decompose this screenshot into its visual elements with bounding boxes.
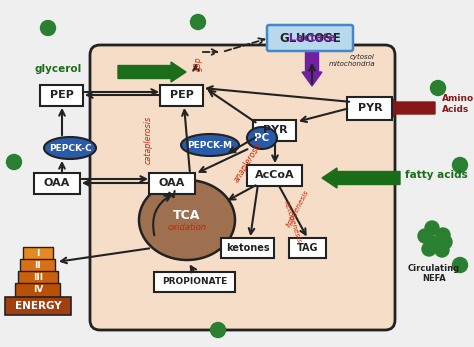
Text: mitochondria: mitochondria (328, 61, 375, 67)
FancyBboxPatch shape (40, 85, 83, 105)
FancyBboxPatch shape (34, 172, 80, 194)
Text: AcCoA: AcCoA (255, 170, 295, 180)
Text: glycerol: glycerol (35, 64, 82, 74)
FancyBboxPatch shape (5, 297, 71, 315)
Text: PYR: PYR (358, 103, 383, 113)
Circle shape (422, 242, 436, 256)
Text: Amino
Acids: Amino Acids (442, 94, 474, 114)
Text: PROPIONATE: PROPIONATE (163, 278, 228, 287)
Text: cataplerosis: cataplerosis (144, 116, 153, 164)
Circle shape (453, 257, 467, 272)
Text: lipogenesis: lipogenesis (286, 188, 310, 228)
Text: ketogenesis: ketogenesis (283, 200, 302, 244)
Text: oxidation: oxidation (167, 222, 207, 231)
FancyBboxPatch shape (254, 119, 297, 141)
FancyBboxPatch shape (90, 45, 395, 330)
FancyBboxPatch shape (221, 238, 274, 258)
FancyBboxPatch shape (20, 259, 55, 273)
Circle shape (191, 15, 206, 29)
Text: Circulating
NEFA: Circulating NEFA (408, 264, 460, 283)
Circle shape (436, 228, 450, 242)
FancyBboxPatch shape (16, 283, 61, 297)
Ellipse shape (139, 180, 235, 260)
Text: II: II (35, 262, 41, 271)
Text: fatty acids: fatty acids (405, 170, 468, 180)
Text: OAA: OAA (44, 178, 70, 188)
Text: PEPCK-C: PEPCK-C (49, 144, 91, 152)
Ellipse shape (44, 137, 96, 159)
Ellipse shape (181, 134, 239, 156)
Text: TAG: TAG (297, 243, 319, 253)
Text: PEP: PEP (170, 90, 194, 100)
Circle shape (210, 322, 226, 338)
FancyBboxPatch shape (247, 164, 302, 186)
Circle shape (7, 154, 21, 169)
Text: ketones: ketones (226, 243, 270, 253)
Text: IV: IV (33, 286, 43, 295)
Circle shape (453, 158, 467, 172)
Text: Lactate: Lactate (289, 33, 335, 43)
Circle shape (418, 229, 432, 243)
Circle shape (438, 235, 452, 249)
Text: TCA: TCA (173, 209, 201, 221)
Ellipse shape (247, 127, 277, 149)
Circle shape (425, 221, 439, 235)
Text: cytosol: cytosol (350, 54, 375, 60)
Text: I: I (36, 249, 40, 259)
FancyBboxPatch shape (23, 247, 53, 261)
FancyArrow shape (118, 62, 186, 82)
Text: OAA: OAA (159, 178, 185, 188)
Text: GLUCOSE: GLUCOSE (279, 32, 341, 44)
FancyBboxPatch shape (161, 85, 203, 105)
FancyBboxPatch shape (267, 25, 353, 51)
FancyArrow shape (302, 52, 322, 86)
Text: anaplerosis: anaplerosis (232, 140, 264, 184)
Text: PC: PC (255, 133, 270, 143)
FancyBboxPatch shape (347, 96, 392, 119)
FancyArrow shape (380, 99, 435, 117)
Text: PEPCK-M: PEPCK-M (188, 141, 233, 150)
FancyBboxPatch shape (18, 271, 58, 285)
Text: PYR: PYR (263, 125, 287, 135)
Circle shape (435, 243, 449, 257)
FancyBboxPatch shape (149, 172, 195, 194)
Text: g3p: g3p (193, 57, 202, 71)
FancyBboxPatch shape (155, 272, 236, 292)
Text: ENERGY: ENERGY (15, 301, 61, 311)
Text: III: III (33, 273, 43, 282)
Circle shape (427, 236, 441, 250)
Circle shape (40, 20, 55, 35)
FancyArrow shape (322, 168, 400, 188)
Circle shape (430, 81, 446, 95)
FancyBboxPatch shape (290, 238, 327, 258)
Text: PEP: PEP (50, 90, 74, 100)
